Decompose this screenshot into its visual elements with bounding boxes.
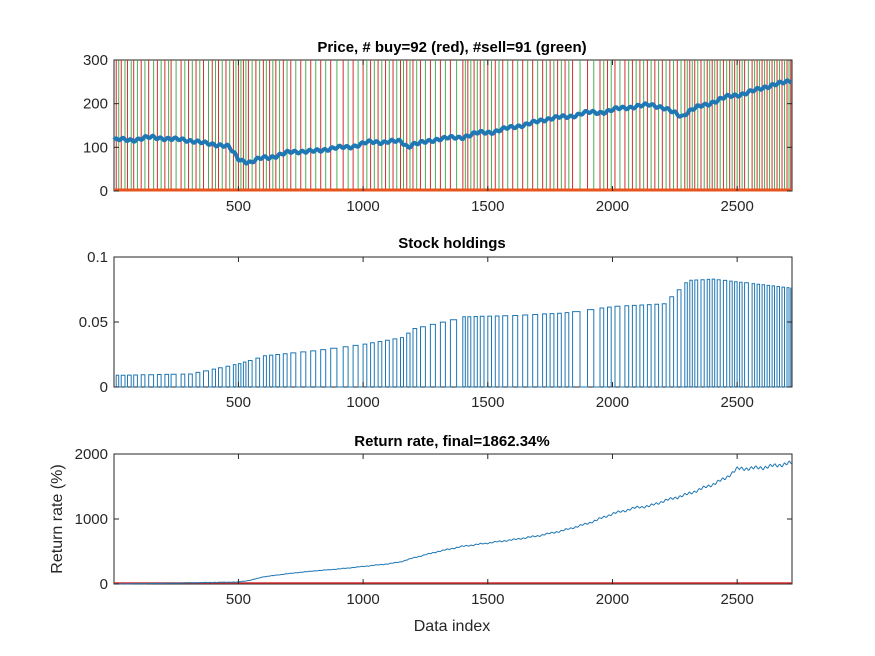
return-ytick-label: 0 (100, 576, 108, 593)
price-ytick-label: 100 (83, 139, 108, 156)
x-axis-label: Data index (414, 618, 491, 635)
price-ytick-label: 300 (83, 52, 108, 69)
return-panel: Return rate, final=1862.34% 500 1000 1500 2… (49, 433, 793, 635)
holdings-xtick-label: 2000 (596, 394, 629, 411)
holdings-xtick-label: 1000 (346, 394, 379, 411)
holdings-line (114, 278, 792, 388)
price-ytick-label: 200 (83, 96, 108, 113)
price-xtick-label: 2500 (720, 198, 753, 215)
holdings-ytick-label: 0.1 (87, 249, 108, 266)
price-xtick-label: 500 (226, 198, 251, 215)
holdings-lines (114, 278, 792, 388)
price-ytick-label: 0 (100, 183, 108, 200)
return-ytick-label: 1000 (75, 511, 108, 528)
return-title: Return rate, final=1862.34% (354, 433, 550, 450)
return-xtick-label: 500 (226, 591, 251, 608)
holdings-xtick-label: 1500 (471, 394, 504, 411)
price-panel: Price, # buy=92 (red), #sell=91 (green) … (83, 39, 793, 215)
holdings-xtick-label: 500 (226, 394, 251, 411)
holdings-ytick-label: 0 (100, 379, 108, 396)
holdings-ticks: 500 1000 1500 2000 2500 0 0.05 0.1 (79, 249, 792, 411)
holdings-panel: Stock holdings 500 1000 1500 2000 2500 0 0.05 0… (79, 235, 793, 411)
price-title: Price, # buy=92 (red), #sell=91 (green) (317, 39, 586, 56)
holdings-title: Stock holdings (398, 235, 506, 252)
price-ticks: 500 1000 1500 2000 2500 0 100 200 300 (83, 52, 792, 215)
return-ytick-label: 2000 (75, 446, 108, 463)
return-axes (113, 453, 793, 585)
return-xtick-label: 2500 (720, 591, 753, 608)
trade-markers (115, 60, 792, 191)
price-xtick-label: 2000 (596, 198, 629, 215)
return-xtick-label: 2000 (596, 591, 629, 608)
return-line (113, 460, 792, 585)
price-lines (112, 78, 792, 192)
return-xtick-label: 1000 (346, 591, 379, 608)
price-axes (113, 59, 793, 192)
holdings-xtick-label: 2500 (720, 394, 753, 411)
return-ticks: 500 1000 1500 2000 2500 0 1000 2000 (75, 446, 792, 608)
holdings-ytick-label: 0.05 (79, 314, 108, 331)
return-lines (113, 460, 792, 585)
price-xtick-label: 1500 (471, 198, 504, 215)
return-xtick-label: 1500 (471, 591, 504, 608)
price-xtick-label: 1000 (346, 198, 379, 215)
price-line (112, 78, 792, 166)
y-axis-label: Return rate (%) (49, 464, 66, 573)
